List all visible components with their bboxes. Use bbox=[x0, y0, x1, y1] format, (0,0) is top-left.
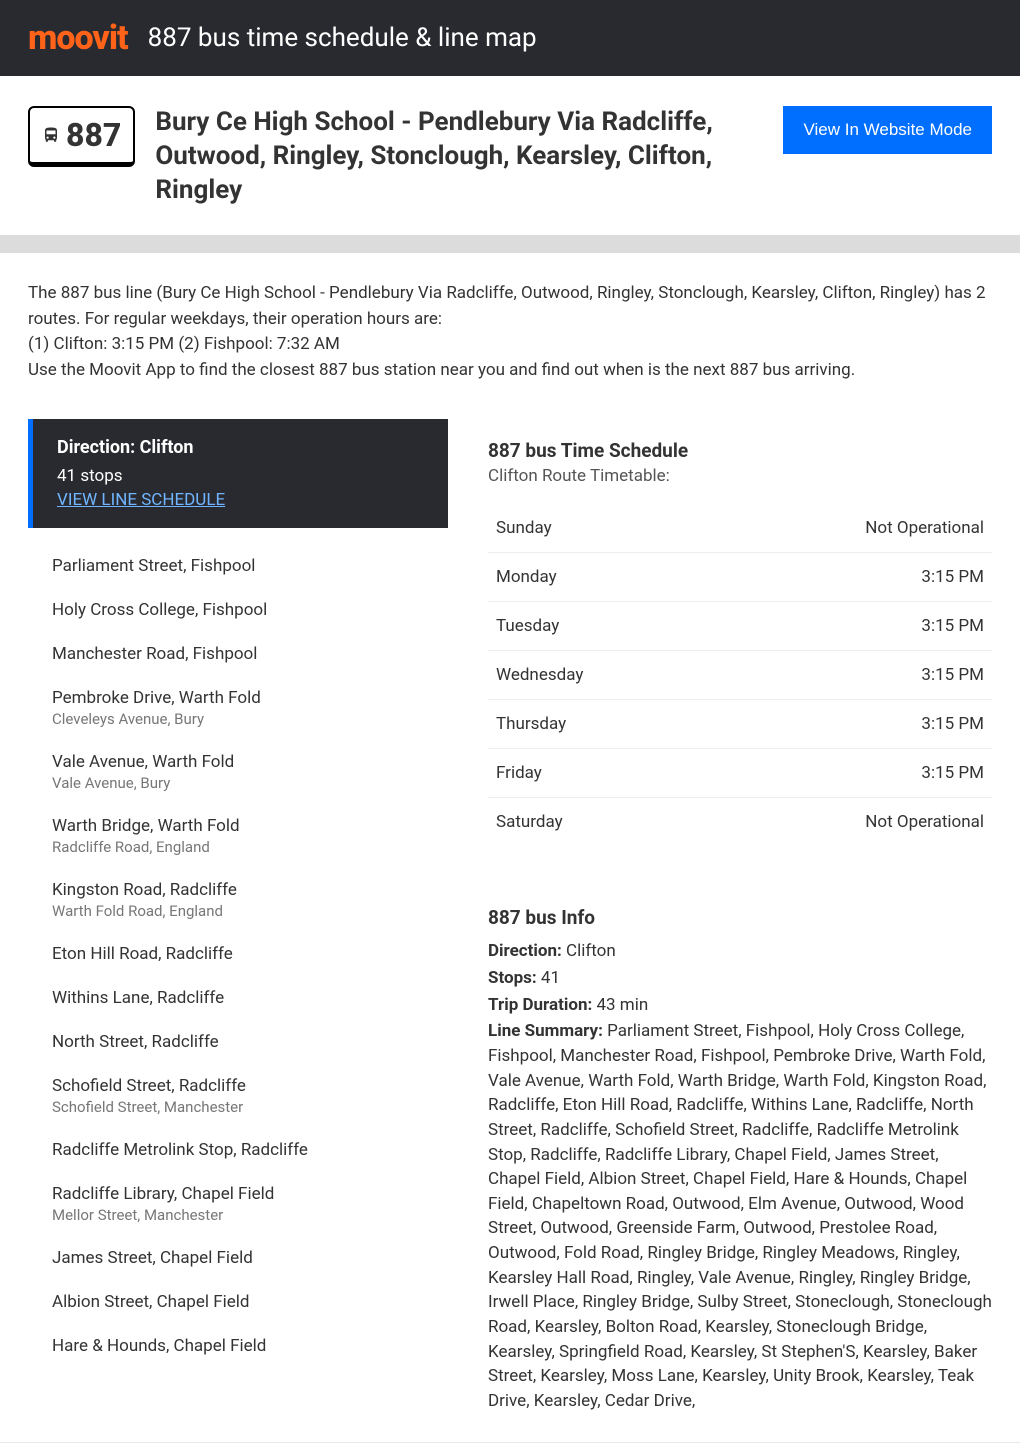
schedule-row: Wednesday 3:15 PM bbox=[488, 651, 992, 700]
stop-name: Schofield Street, Radcliffe bbox=[52, 1076, 424, 1096]
stop-name: Vale Avenue, Warth Fold bbox=[52, 752, 424, 772]
day-name: Friday bbox=[496, 763, 542, 783]
schedule-card: 887 bus Time Schedule Clifton Route Time… bbox=[488, 419, 992, 866]
info-duration: Trip Duration: 43 min bbox=[488, 993, 992, 1018]
main-content: The 887 bus line (Bury Ce High School - … bbox=[0, 253, 1020, 1441]
right-column: 887 bus Time Schedule Clifton Route Time… bbox=[488, 419, 992, 1413]
stop-sub: Radcliffe Road, England bbox=[52, 838, 424, 856]
route-number: 887 bbox=[66, 116, 121, 154]
info-direction-label: Direction: bbox=[488, 941, 562, 961]
view-schedule-link[interactable]: VIEW LINE SCHEDULE bbox=[57, 490, 225, 510]
schedule-row: Friday 3:15 PM bbox=[488, 749, 992, 798]
stop-item: Schofield Street, Radcliffe Schofield Str… bbox=[52, 1076, 424, 1116]
stop-item: Kingston Road, Radcliffe Warth Fold Road,… bbox=[52, 880, 424, 920]
day-time: Not Operational bbox=[865, 518, 984, 538]
stop-name: Albion Street, Chapel Field bbox=[52, 1292, 424, 1312]
day-name: Monday bbox=[496, 567, 557, 587]
stop-item: Hare & Hounds, Chapel Field bbox=[52, 1336, 424, 1356]
info-direction: Direction: Clifton bbox=[488, 939, 992, 964]
stop-item: Parliament Street, Fishpool bbox=[52, 556, 424, 576]
schedule-row: Saturday Not Operational bbox=[488, 798, 992, 846]
stop-item: Pembroke Drive, Warth Fold Cleveleys Aven… bbox=[52, 688, 424, 728]
website-mode-button[interactable]: View In Website Mode bbox=[783, 106, 992, 154]
stop-item: Eton Hill Road, Radcliffe bbox=[52, 944, 424, 964]
route-title: Bury Ce High School - Pendlebury Via Rad… bbox=[155, 106, 763, 207]
logo: moovit bbox=[28, 18, 128, 58]
direction-label: Direction: Clifton bbox=[57, 437, 424, 458]
stop-name: Withins Lane, Radcliffe bbox=[52, 988, 424, 1008]
info-title: 887 bus Info bbox=[488, 906, 992, 929]
day-name: Thursday bbox=[496, 714, 566, 734]
divider-bar bbox=[0, 235, 1020, 253]
day-name: Saturday bbox=[496, 812, 563, 832]
stop-item: North Street, Radcliffe bbox=[52, 1032, 424, 1052]
stop-sub: Warth Fold Road, England bbox=[52, 902, 424, 920]
stop-name: North Street, Radcliffe bbox=[52, 1032, 424, 1052]
stop-name: Radcliffe Library, Chapel Field bbox=[52, 1184, 424, 1204]
info-card: 887 bus Info Direction: Clifton Stops: 4… bbox=[488, 906, 992, 1413]
stop-name: Manchester Road, Fishpool bbox=[52, 644, 424, 664]
stop-sub: Schofield Street, Manchester bbox=[52, 1098, 424, 1116]
stop-sub: Cleveleys Avenue, Bury bbox=[52, 710, 424, 728]
schedule-row: Tuesday 3:15 PM bbox=[488, 602, 992, 651]
schedule-subtitle: Clifton Route Timetable: bbox=[488, 466, 992, 486]
info-stops: Stops: 41 bbox=[488, 966, 992, 991]
stop-name: Eton Hill Road, Radcliffe bbox=[52, 944, 424, 964]
intro-text: The 887 bus line (Bury Ce High School - … bbox=[28, 281, 992, 383]
left-column: Direction: Clifton 41 stops VIEW LINE SC… bbox=[28, 419, 448, 1413]
bus-icon bbox=[42, 126, 60, 144]
info-summary-value: Parliament Street, Fishpool, Holy Cross … bbox=[488, 1021, 992, 1411]
route-badge: 887 bbox=[28, 106, 135, 167]
day-name: Wednesday bbox=[496, 665, 583, 685]
direction-box: Direction: Clifton 41 stops VIEW LINE SC… bbox=[28, 419, 448, 528]
info-summary: Line Summary: Parliament Street, Fishpoo… bbox=[488, 1019, 992, 1413]
stop-name: Holy Cross College, Fishpool bbox=[52, 600, 424, 620]
stops-count: 41 stops bbox=[57, 466, 424, 486]
stop-name: Radcliffe Metrolink Stop, Radcliffe bbox=[52, 1140, 424, 1160]
day-time: Not Operational bbox=[865, 812, 984, 832]
day-time: 3:15 PM bbox=[921, 763, 984, 783]
day-time: 3:15 PM bbox=[921, 567, 984, 587]
info-summary-label: Line Summary: bbox=[488, 1021, 603, 1041]
info-stops-label: Stops: bbox=[488, 968, 537, 988]
schedule-row: Thursday 3:15 PM bbox=[488, 700, 992, 749]
stop-name: James Street, Chapel Field bbox=[52, 1248, 424, 1268]
info-duration-value: 43 min bbox=[596, 995, 648, 1015]
stop-name: Pembroke Drive, Warth Fold bbox=[52, 688, 424, 708]
stop-item: Withins Lane, Radcliffe bbox=[52, 988, 424, 1008]
day-time: 3:15 PM bbox=[921, 616, 984, 636]
stop-item: Holy Cross College, Fishpool bbox=[52, 600, 424, 620]
stop-item: Radcliffe Library, Chapel Field Mellor St… bbox=[52, 1184, 424, 1224]
schedule-row: Monday 3:15 PM bbox=[488, 553, 992, 602]
header-bar: moovit 887 bus time schedule & line map bbox=[0, 0, 1020, 76]
info-duration-label: Trip Duration: bbox=[488, 995, 592, 1015]
stop-name: Kingston Road, Radcliffe bbox=[52, 880, 424, 900]
day-name: Sunday bbox=[496, 518, 552, 538]
info-stops-value: 41 bbox=[541, 968, 560, 988]
stop-item: Radcliffe Metrolink Stop, Radcliffe bbox=[52, 1140, 424, 1160]
two-column-layout: Direction: Clifton 41 stops VIEW LINE SC… bbox=[28, 419, 992, 1413]
stop-item: Vale Avenue, Warth Fold Vale Avenue, Bury bbox=[52, 752, 424, 792]
schedule-row: Sunday Not Operational bbox=[488, 504, 992, 553]
stop-name: Hare & Hounds, Chapel Field bbox=[52, 1336, 424, 1356]
schedule-title: 887 bus Time Schedule bbox=[488, 439, 992, 462]
stop-sub: Mellor Street, Manchester bbox=[52, 1206, 424, 1224]
stop-item: Manchester Road, Fishpool bbox=[52, 644, 424, 664]
schedule-table: SundayNot OperationalMonday3:15 PMTuesda… bbox=[488, 504, 992, 846]
stop-name: Parliament Street, Fishpool bbox=[52, 556, 424, 576]
info-direction-value: Clifton bbox=[566, 941, 616, 961]
header-title: 887 bus time schedule & line map bbox=[148, 23, 537, 53]
stops-list: Parliament Street, Fishpool Holy Cross Co… bbox=[28, 556, 448, 1356]
day-time: 3:15 PM bbox=[921, 714, 984, 734]
stop-sub: Vale Avenue, Bury bbox=[52, 774, 424, 792]
day-name: Tuesday bbox=[496, 616, 559, 636]
stop-item: Albion Street, Chapel Field bbox=[52, 1292, 424, 1312]
stop-item: Warth Bridge, Warth Fold Radcliffe Road, … bbox=[52, 816, 424, 856]
day-time: 3:15 PM bbox=[921, 665, 984, 685]
stop-item: James Street, Chapel Field bbox=[52, 1248, 424, 1268]
stop-name: Warth Bridge, Warth Fold bbox=[52, 816, 424, 836]
route-header: 887 Bury Ce High School - Pendlebury Via… bbox=[0, 76, 1020, 235]
